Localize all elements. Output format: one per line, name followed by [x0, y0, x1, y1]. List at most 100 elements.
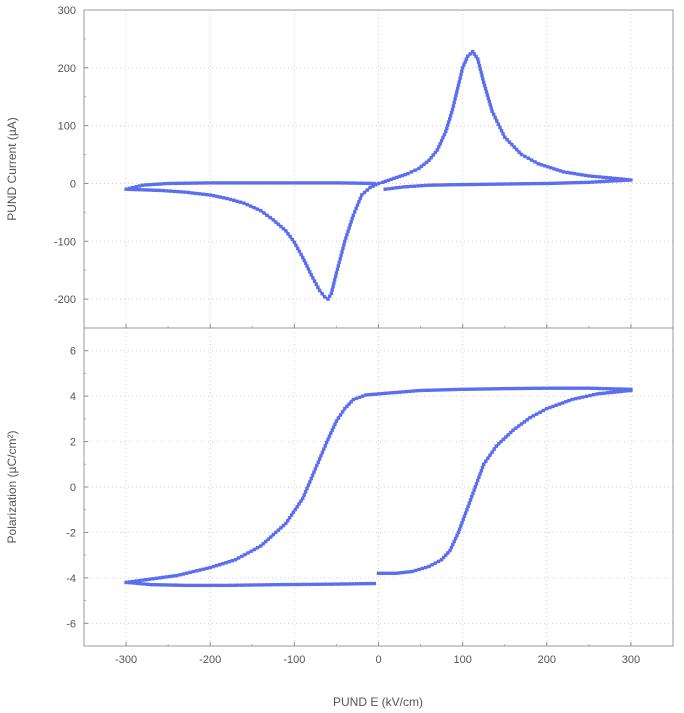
data-point	[159, 182, 163, 186]
x-tick-label: -200	[199, 654, 221, 666]
data-point	[208, 565, 212, 570]
data-point	[376, 181, 381, 186]
data-point	[461, 517, 465, 522]
data-point	[351, 213, 355, 217]
series-line	[124, 50, 633, 301]
data-point	[353, 210, 357, 214]
data-point	[178, 573, 182, 577]
data-point	[555, 181, 559, 185]
data-point	[506, 433, 510, 437]
data-point	[247, 583, 251, 587]
data-point	[457, 387, 461, 392]
data-point	[438, 142, 442, 146]
data-point	[559, 181, 563, 185]
data-point	[390, 186, 395, 190]
data-point	[187, 181, 191, 185]
data-point	[306, 267, 311, 271]
y-tick-label: 4	[70, 391, 76, 403]
data-point	[286, 232, 290, 236]
y-tick-label: -200	[54, 294, 76, 306]
data-point	[346, 229, 350, 234]
plot-frame	[83, 9, 674, 329]
plot-frame	[83, 327, 674, 647]
data-point	[504, 435, 508, 439]
data-point	[183, 583, 187, 588]
data-point	[446, 388, 451, 392]
data-point	[271, 181, 275, 185]
data-point	[454, 93, 458, 98]
data-point	[460, 69, 464, 73]
data-point	[151, 577, 155, 581]
data-point	[458, 76, 462, 80]
data-point	[275, 181, 279, 185]
data-point	[482, 387, 486, 391]
data-point	[602, 391, 606, 395]
data-point	[286, 582, 290, 587]
data-point	[332, 281, 336, 285]
data-point	[365, 188, 369, 192]
data-point	[629, 178, 633, 182]
data-point	[156, 583, 160, 587]
data-point	[482, 80, 486, 84]
data-point	[560, 401, 565, 405]
data-point	[317, 457, 322, 461]
data-point	[224, 561, 228, 565]
data-point	[419, 164, 424, 169]
y-tick-label: -2	[66, 527, 76, 539]
data-point	[576, 180, 580, 185]
data-point	[464, 182, 468, 187]
data-point	[452, 539, 456, 544]
data-point	[372, 581, 376, 586]
data-point	[333, 422, 337, 426]
data-point	[274, 530, 278, 535]
data-point	[408, 389, 412, 393]
data-point	[503, 135, 507, 139]
data-point	[344, 582, 348, 586]
data-point	[330, 428, 334, 432]
data-point	[459, 524, 463, 528]
data-point	[334, 271, 339, 275]
data-point	[131, 185, 135, 190]
data-point	[468, 52, 472, 56]
data-point	[526, 156, 530, 160]
data-point	[561, 170, 566, 174]
data-point	[463, 60, 467, 64]
data-point	[417, 166, 421, 171]
data-point	[622, 177, 626, 181]
data-point	[327, 181, 332, 185]
data-point	[495, 119, 499, 123]
data-point	[349, 400, 353, 404]
data-point	[486, 96, 491, 100]
data-point	[191, 569, 196, 574]
data-point	[134, 185, 138, 189]
data-point	[455, 90, 459, 94]
data-point	[279, 526, 283, 530]
data-point	[232, 198, 236, 202]
data-point	[546, 165, 550, 169]
polarization-y-axis-label: Polarization (µC/cm²)	[5, 431, 19, 544]
data-point	[296, 181, 300, 185]
data-point	[134, 187, 138, 192]
data-point	[369, 581, 373, 586]
data-point	[442, 132, 447, 137]
data-point	[622, 387, 626, 391]
data-point	[592, 393, 596, 397]
data-point	[208, 181, 212, 185]
data-point	[137, 578, 142, 583]
data-point	[268, 583, 272, 587]
data-point	[166, 583, 170, 587]
data-point	[555, 386, 559, 390]
data-point	[228, 583, 233, 587]
series-line	[377, 389, 633, 575]
data-point	[350, 216, 354, 221]
data-point	[225, 583, 229, 588]
data-point	[444, 183, 448, 187]
data-point	[259, 208, 263, 213]
data-point	[573, 181, 577, 185]
data-point	[329, 291, 334, 295]
data-point	[473, 485, 477, 489]
data-point	[164, 575, 169, 579]
data-point	[471, 49, 475, 54]
data-point	[247, 181, 251, 185]
data-point	[207, 583, 212, 588]
